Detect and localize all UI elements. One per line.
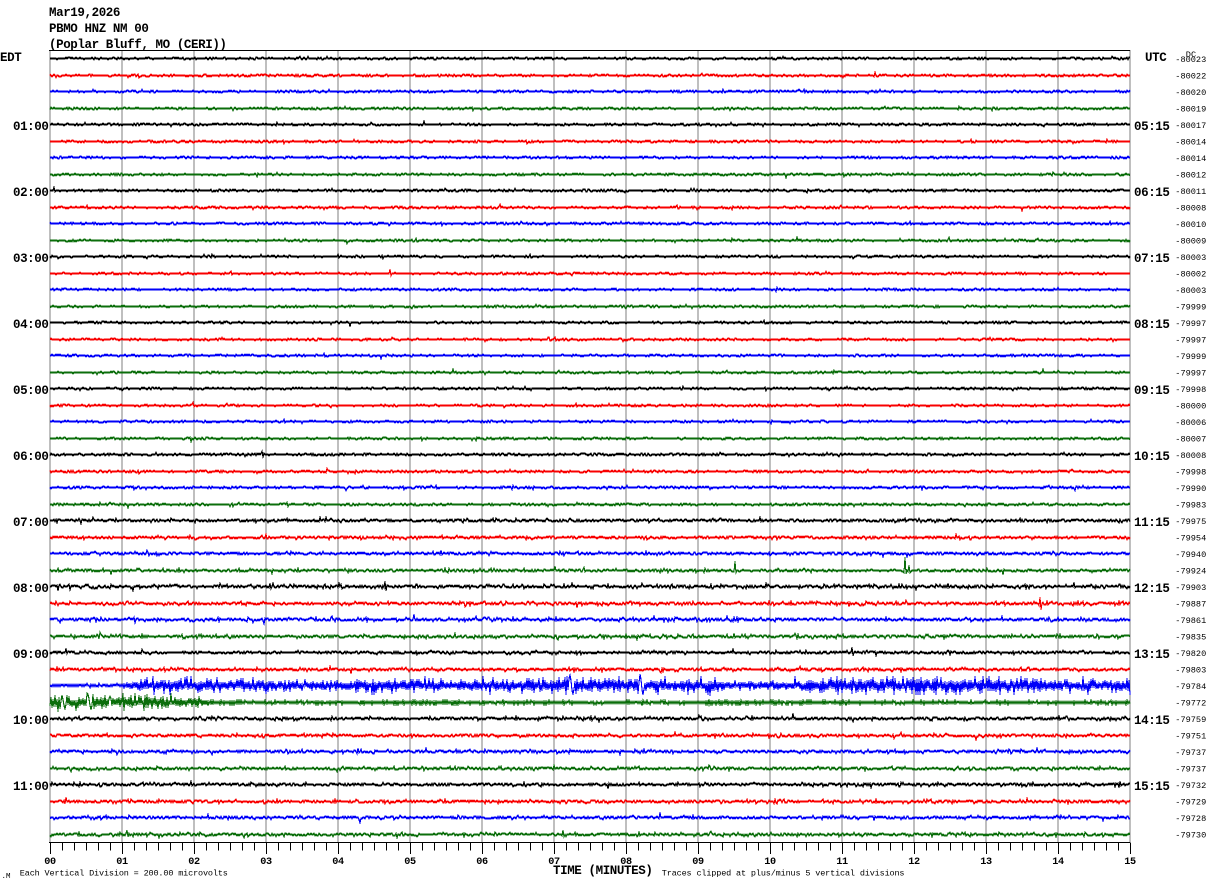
svg-text:DC: DC xyxy=(1186,50,1196,60)
svg-text:15:15: 15:15 xyxy=(1134,780,1170,794)
svg-text:11: 11 xyxy=(836,857,848,868)
svg-text:-79820: -79820 xyxy=(1175,649,1206,659)
svg-text:07: 07 xyxy=(548,857,560,868)
svg-text:-79999: -79999 xyxy=(1175,303,1206,313)
svg-text:EDT: EDT xyxy=(0,51,22,65)
svg-text:-79729: -79729 xyxy=(1175,798,1206,808)
svg-text:-79997: -79997 xyxy=(1175,319,1206,329)
svg-text:TIME (MINUTES): TIME (MINUTES) xyxy=(553,864,652,878)
svg-text:-79732: -79732 xyxy=(1175,781,1206,791)
svg-text:UTC: UTC xyxy=(1145,51,1167,65)
svg-text:02:00: 02:00 xyxy=(13,186,49,200)
svg-text:-79803: -79803 xyxy=(1175,666,1206,676)
svg-text:-79954: -79954 xyxy=(1175,534,1206,544)
svg-text:02: 02 xyxy=(188,857,200,868)
svg-text:-79983: -79983 xyxy=(1175,501,1206,511)
svg-text:-79730: -79730 xyxy=(1175,831,1206,841)
svg-text:-80008: -80008 xyxy=(1175,204,1206,214)
svg-text:-80022: -80022 xyxy=(1175,72,1206,82)
svg-text:-79975: -79975 xyxy=(1175,517,1206,527)
svg-text:08:00: 08:00 xyxy=(13,582,49,596)
svg-text:15: 15 xyxy=(1124,857,1136,868)
svg-text:-79737: -79737 xyxy=(1175,748,1206,758)
svg-text:05: 05 xyxy=(404,857,416,868)
svg-text:-79997: -79997 xyxy=(1175,369,1206,379)
svg-text:-80020: -80020 xyxy=(1175,88,1206,98)
svg-text:-79997: -79997 xyxy=(1175,336,1206,346)
svg-text:-80010: -80010 xyxy=(1175,220,1206,230)
svg-text:-80014: -80014 xyxy=(1175,154,1206,164)
svg-text:-79759: -79759 xyxy=(1175,715,1206,725)
svg-text:Each Vertical Division = 200.: Each Vertical Division = 200.00 microvol… xyxy=(20,868,228,878)
svg-text:06: 06 xyxy=(476,857,488,868)
svg-text:-80017: -80017 xyxy=(1175,121,1206,131)
svg-text:13:15: 13:15 xyxy=(1134,648,1170,662)
svg-text:07:00: 07:00 xyxy=(13,516,49,530)
svg-text:-80009: -80009 xyxy=(1175,237,1206,247)
svg-text:12:15: 12:15 xyxy=(1134,582,1170,596)
svg-text:05:15: 05:15 xyxy=(1134,120,1170,134)
svg-text:-79861: -79861 xyxy=(1175,616,1206,626)
svg-text:10:00: 10:00 xyxy=(13,714,49,728)
svg-text:.M: .M xyxy=(2,873,12,881)
svg-text:Mar19,2026: Mar19,2026 xyxy=(49,6,120,20)
svg-text:11:15: 11:15 xyxy=(1134,516,1170,530)
svg-text:08:15: 08:15 xyxy=(1134,318,1170,332)
svg-text:10: 10 xyxy=(764,857,776,868)
svg-text:-80006: -80006 xyxy=(1175,418,1206,428)
svg-text:-80000: -80000 xyxy=(1175,402,1206,412)
svg-text:06:15: 06:15 xyxy=(1134,186,1170,200)
svg-text:09: 09 xyxy=(692,857,704,868)
svg-text:09:00: 09:00 xyxy=(13,648,49,662)
svg-text:01:00: 01:00 xyxy=(13,120,49,134)
svg-text:12: 12 xyxy=(908,857,920,868)
svg-text:-79728: -79728 xyxy=(1175,814,1206,824)
svg-text:PBMO HNZ NM 00: PBMO HNZ NM 00 xyxy=(49,22,148,36)
svg-text:-79999: -79999 xyxy=(1175,352,1206,362)
svg-text:-79751: -79751 xyxy=(1175,732,1206,742)
svg-text:-80002: -80002 xyxy=(1175,270,1206,280)
svg-text:09:15: 09:15 xyxy=(1134,384,1170,398)
svg-text:-80019: -80019 xyxy=(1175,105,1206,115)
svg-text:-80011: -80011 xyxy=(1175,187,1206,197)
svg-text:-79924: -79924 xyxy=(1175,567,1206,577)
svg-text:-80007: -80007 xyxy=(1175,435,1206,445)
svg-text:-80003: -80003 xyxy=(1175,253,1206,263)
svg-text:-79772: -79772 xyxy=(1175,699,1206,709)
svg-text:01: 01 xyxy=(116,857,128,868)
svg-text:03: 03 xyxy=(260,857,272,868)
svg-text:10:15: 10:15 xyxy=(1134,450,1170,464)
svg-text:-79940: -79940 xyxy=(1175,550,1206,560)
svg-text:05:00: 05:00 xyxy=(13,384,49,398)
svg-text:-79990: -79990 xyxy=(1175,484,1206,494)
svg-text:-80012: -80012 xyxy=(1175,171,1206,181)
svg-text:(Poplar Bluff, MO (CERI)): (Poplar Bluff, MO (CERI)) xyxy=(49,38,227,52)
svg-text:-79887: -79887 xyxy=(1175,600,1206,610)
svg-text:00: 00 xyxy=(44,857,56,868)
svg-text:04:00: 04:00 xyxy=(13,318,49,332)
svg-text:-80003: -80003 xyxy=(1175,286,1206,296)
svg-text:14: 14 xyxy=(1052,857,1064,868)
svg-text:13: 13 xyxy=(980,857,992,868)
svg-text:11:00: 11:00 xyxy=(13,780,49,794)
svg-text:-79903: -79903 xyxy=(1175,583,1206,593)
svg-text:04: 04 xyxy=(332,857,344,868)
svg-text:-80008: -80008 xyxy=(1175,451,1206,461)
svg-text:-79737: -79737 xyxy=(1175,765,1206,775)
svg-text:-79835: -79835 xyxy=(1175,633,1206,643)
svg-text:14:15: 14:15 xyxy=(1134,714,1170,728)
svg-text:-79998: -79998 xyxy=(1175,468,1206,478)
svg-text:-79784: -79784 xyxy=(1175,682,1206,692)
svg-text:-79998: -79998 xyxy=(1175,385,1206,395)
svg-text:06:00: 06:00 xyxy=(13,450,49,464)
svg-text:07:15: 07:15 xyxy=(1134,252,1170,266)
svg-text:03:00: 03:00 xyxy=(13,252,49,266)
svg-text:-80014: -80014 xyxy=(1175,138,1206,148)
svg-text:Traces clipped at plus/minus 5: Traces clipped at plus/minus 5 vertical … xyxy=(662,868,905,878)
svg-text:08: 08 xyxy=(620,857,632,868)
svg-text:-80023: -80023 xyxy=(1175,55,1206,65)
